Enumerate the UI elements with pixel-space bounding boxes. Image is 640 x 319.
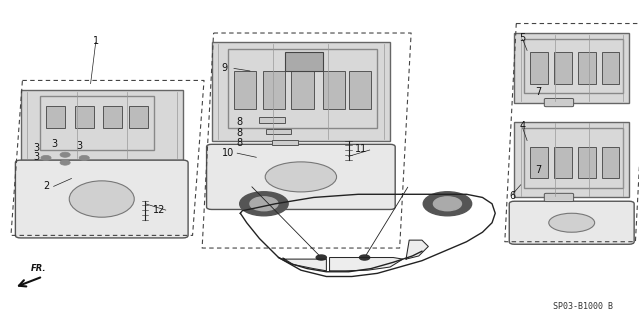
FancyBboxPatch shape — [544, 193, 573, 202]
Text: 11: 11 — [355, 145, 367, 154]
Bar — [228, 49, 378, 128]
Bar — [554, 52, 572, 84]
Circle shape — [360, 255, 370, 260]
Bar — [46, 106, 65, 128]
Bar — [75, 106, 94, 128]
Ellipse shape — [265, 162, 337, 192]
Text: 3: 3 — [33, 144, 40, 153]
Bar — [602, 52, 620, 84]
Bar — [212, 42, 390, 141]
FancyBboxPatch shape — [15, 160, 188, 238]
Text: 10: 10 — [221, 148, 234, 158]
Text: 3: 3 — [51, 139, 58, 149]
Bar — [515, 33, 629, 103]
Circle shape — [79, 155, 90, 160]
Text: 5: 5 — [520, 33, 526, 43]
Circle shape — [250, 197, 278, 211]
Text: 6: 6 — [509, 191, 515, 201]
Bar — [524, 39, 623, 93]
Bar — [349, 71, 371, 109]
Text: 7: 7 — [536, 86, 541, 97]
Circle shape — [60, 160, 70, 165]
Circle shape — [433, 197, 461, 211]
FancyBboxPatch shape — [207, 144, 395, 210]
Bar — [259, 117, 285, 123]
Text: FR.: FR. — [31, 264, 46, 273]
Circle shape — [423, 192, 472, 216]
Bar — [20, 90, 183, 160]
Text: 2: 2 — [43, 182, 49, 191]
Bar — [285, 52, 323, 71]
Bar — [262, 71, 285, 109]
Bar — [40, 96, 154, 150]
Text: 8: 8 — [237, 138, 243, 148]
Text: 12: 12 — [153, 205, 166, 215]
Text: SP03-B1000 B: SP03-B1000 B — [553, 302, 613, 311]
Bar — [531, 52, 548, 84]
Bar — [578, 52, 596, 84]
Bar — [323, 71, 346, 109]
Bar — [578, 147, 596, 178]
Circle shape — [240, 192, 288, 216]
Polygon shape — [283, 258, 326, 271]
Bar — [272, 140, 298, 145]
Polygon shape — [406, 240, 428, 259]
FancyBboxPatch shape — [544, 99, 573, 107]
Bar — [103, 106, 122, 128]
Bar — [602, 147, 620, 178]
Circle shape — [316, 255, 326, 260]
Text: 4: 4 — [520, 121, 525, 131]
Bar — [515, 122, 629, 197]
Bar — [291, 71, 314, 109]
Polygon shape — [330, 257, 403, 271]
Bar — [129, 106, 148, 128]
Bar — [531, 147, 548, 178]
Bar — [266, 129, 291, 134]
Text: 3: 3 — [76, 141, 82, 151]
Text: 7: 7 — [536, 165, 541, 174]
Text: 8: 8 — [237, 128, 243, 137]
Circle shape — [41, 155, 51, 160]
Circle shape — [60, 152, 70, 157]
Text: 3: 3 — [33, 152, 40, 162]
Text: 9: 9 — [221, 63, 227, 73]
Bar — [554, 147, 572, 178]
FancyBboxPatch shape — [509, 201, 634, 244]
Ellipse shape — [69, 181, 134, 217]
Bar — [234, 71, 256, 109]
Text: 8: 8 — [237, 117, 243, 127]
Text: 1: 1 — [93, 36, 99, 46]
Ellipse shape — [548, 213, 595, 232]
Bar — [524, 128, 623, 188]
